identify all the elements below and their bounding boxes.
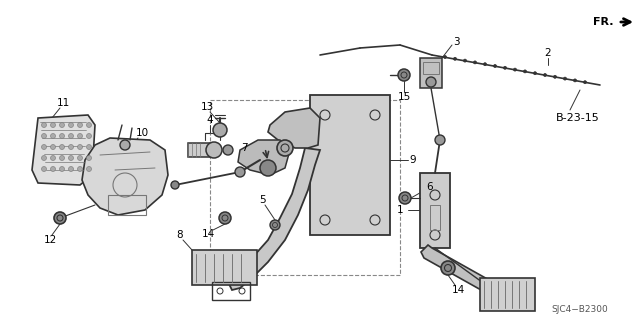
Circle shape [68, 122, 74, 128]
Circle shape [454, 57, 456, 60]
Text: 14: 14 [202, 229, 214, 239]
Text: 14: 14 [451, 285, 465, 295]
Text: 8: 8 [177, 230, 183, 240]
Circle shape [444, 56, 447, 58]
Circle shape [493, 64, 497, 68]
Text: 1: 1 [396, 205, 403, 215]
Circle shape [77, 133, 83, 138]
Bar [430, 205, 440, 230]
Circle shape [51, 122, 56, 128]
Text: 7: 7 [241, 143, 247, 153]
Circle shape [270, 220, 280, 230]
Text: 5: 5 [259, 195, 266, 205]
Circle shape [426, 77, 436, 87]
Circle shape [534, 72, 536, 75]
Circle shape [563, 77, 566, 80]
Circle shape [68, 167, 74, 172]
Polygon shape [228, 148, 320, 290]
Text: 10: 10 [136, 128, 148, 138]
Bar [210, 100, 400, 275]
Bar [108, 195, 146, 215]
Circle shape [68, 145, 74, 150]
Circle shape [543, 73, 547, 77]
Circle shape [86, 145, 92, 150]
Text: 11: 11 [56, 98, 70, 108]
Text: SJC4−B2300: SJC4−B2300 [552, 306, 609, 315]
Polygon shape [268, 108, 320, 148]
Circle shape [513, 68, 516, 71]
Circle shape [435, 135, 445, 145]
Text: 12: 12 [44, 235, 56, 245]
Circle shape [223, 145, 233, 155]
Circle shape [51, 155, 56, 160]
Circle shape [524, 70, 527, 73]
Bar [310, 95, 390, 235]
Circle shape [474, 61, 477, 64]
Circle shape [504, 66, 506, 69]
Circle shape [554, 75, 557, 78]
Bar [192, 250, 257, 285]
Circle shape [235, 167, 245, 177]
Bar [188, 143, 210, 157]
Circle shape [60, 155, 65, 160]
Circle shape [42, 145, 47, 150]
Bar [212, 282, 250, 300]
Circle shape [441, 261, 455, 275]
Circle shape [68, 155, 74, 160]
Text: 13: 13 [200, 102, 214, 112]
Polygon shape [238, 140, 290, 175]
Text: 3: 3 [452, 37, 460, 47]
Circle shape [219, 212, 231, 224]
Circle shape [206, 142, 222, 158]
Bar [420, 58, 442, 88]
Text: FR.: FR. [593, 17, 614, 27]
Circle shape [86, 167, 92, 172]
Circle shape [213, 123, 227, 137]
Circle shape [86, 133, 92, 138]
Polygon shape [82, 138, 168, 215]
Circle shape [60, 145, 65, 150]
Circle shape [60, 122, 65, 128]
Circle shape [54, 212, 66, 224]
Circle shape [42, 155, 47, 160]
Polygon shape [421, 245, 498, 295]
Circle shape [86, 122, 92, 128]
Circle shape [86, 155, 92, 160]
Circle shape [51, 145, 56, 150]
Circle shape [60, 167, 65, 172]
Circle shape [77, 155, 83, 160]
Circle shape [277, 140, 293, 156]
Circle shape [77, 167, 83, 172]
Circle shape [399, 192, 411, 204]
Bar [423, 62, 439, 74]
Circle shape [42, 133, 47, 138]
Text: B-23-15: B-23-15 [556, 113, 600, 123]
Circle shape [68, 133, 74, 138]
Circle shape [77, 122, 83, 128]
Bar [420, 173, 450, 248]
Circle shape [260, 160, 276, 176]
Circle shape [171, 181, 179, 189]
Circle shape [51, 167, 56, 172]
Circle shape [483, 63, 486, 66]
Circle shape [51, 133, 56, 138]
Circle shape [398, 69, 410, 81]
Bar [480, 278, 535, 311]
Text: 6: 6 [427, 182, 433, 192]
Text: 9: 9 [410, 155, 416, 165]
Text: 2: 2 [545, 48, 551, 58]
Circle shape [584, 81, 586, 84]
Circle shape [42, 167, 47, 172]
Circle shape [463, 59, 467, 62]
Circle shape [42, 122, 47, 128]
Circle shape [120, 140, 130, 150]
Circle shape [60, 133, 65, 138]
Circle shape [77, 145, 83, 150]
Circle shape [573, 79, 577, 82]
Polygon shape [32, 115, 95, 185]
Text: 4: 4 [207, 115, 213, 125]
Text: 15: 15 [397, 92, 411, 102]
